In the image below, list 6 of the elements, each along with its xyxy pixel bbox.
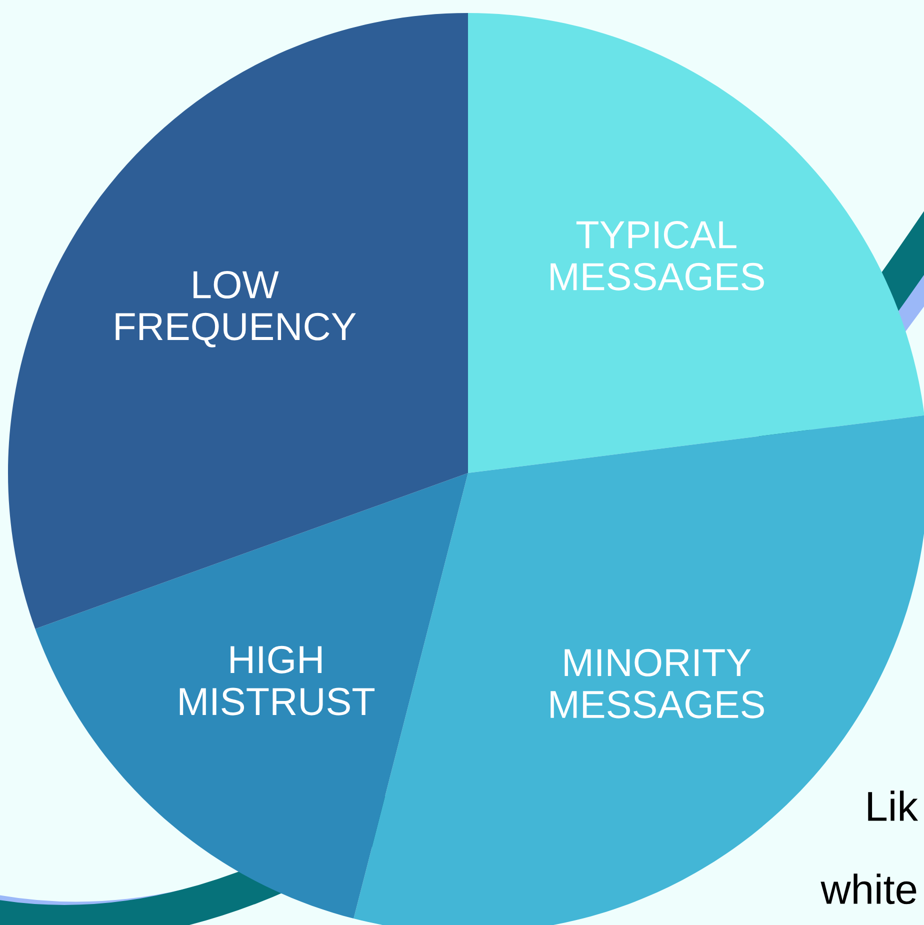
text: Lik: [868, 790, 918, 821]
slice-label: MINORITY MESSAGES: [550, 648, 764, 718]
slice-label: TYPICAL MESSAGES: [550, 221, 764, 290]
slice-label: HIGH MISTRUST: [180, 646, 375, 716]
slice-label: LOW FREQUENCY: [116, 270, 356, 348]
text: white: [820, 874, 916, 904]
